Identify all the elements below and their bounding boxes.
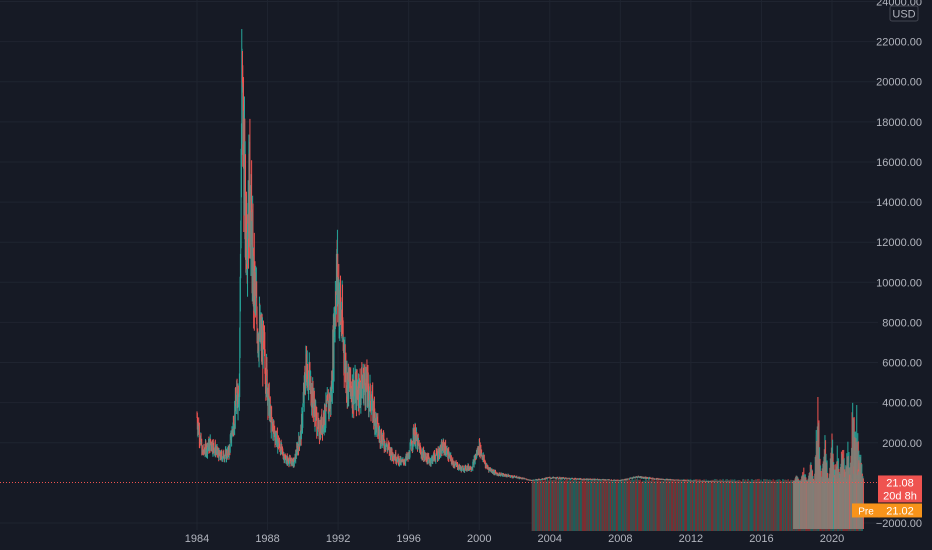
last-price-tag[interactable]: [878, 475, 922, 503]
y-tick-label: 6000.00: [882, 358, 922, 370]
y-tick-label: −2000.00: [876, 518, 922, 530]
y-tick-label: 8000.00: [882, 317, 922, 329]
x-tick-label: 1988: [255, 533, 279, 545]
currency-label: USD: [892, 9, 915, 21]
volume-layer: [531, 396, 864, 531]
y-tick-label: 22000.00: [876, 37, 922, 49]
pre-market-price-label: 21.02: [886, 505, 914, 517]
currency-box[interactable]: [889, 5, 919, 22]
x-tick-label: 2004: [538, 533, 562, 545]
y-tick-label: 24000.00: [876, 0, 922, 9]
y-tick-label: 4000.00: [882, 398, 922, 410]
y-tick-label: 12000.00: [876, 237, 922, 249]
x-axis[interactable]: 1984 1988 1992 1996 2000 2004 2008 2012 2016 2020: [185, 533, 844, 545]
x-tick-label: 2016: [749, 533, 773, 545]
countdown-label: 20d 8h: [883, 490, 917, 502]
x-tick-label: 1984: [185, 533, 209, 545]
y-tick-label: 18000.00: [876, 117, 922, 129]
x-tick-label: 2000: [467, 533, 491, 545]
last-price-label: 21.08: [886, 477, 914, 489]
x-tick-label: 1992: [326, 533, 350, 545]
x-tick-label: 1996: [396, 533, 420, 545]
y-tick-label: 20000.00: [876, 77, 922, 89]
y-axis[interactable]: 24000.00 22000.00 20000.00 18000.00 16000.00…: [876, 0, 922, 530]
pre-market-price-box[interactable]: [878, 503, 922, 518]
y-tick-label: 10000.00: [876, 277, 922, 289]
pre-market-tag-label: Pre: [858, 506, 874, 517]
y-tick-label: 16000.00: [876, 157, 922, 169]
candle-layer: [196, 29, 863, 483]
y-tick-label: 2000.00: [882, 438, 922, 450]
pre-market-tag[interactable]: [852, 503, 880, 518]
y-tick-label: 14000.00: [876, 197, 922, 209]
x-tick-label: 2008: [608, 533, 632, 545]
x-tick-label: 2012: [679, 533, 703, 545]
x-tick-label: 2020: [820, 533, 844, 545]
